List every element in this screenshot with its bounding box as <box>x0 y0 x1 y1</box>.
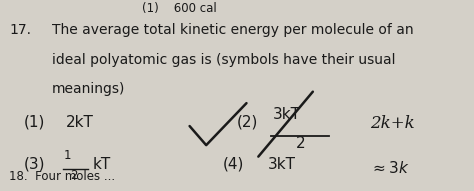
Text: meanings): meanings) <box>52 82 126 96</box>
Text: 3kT: 3kT <box>273 107 301 122</box>
Text: 2: 2 <box>70 169 77 182</box>
Text: (1): (1) <box>24 115 45 130</box>
Text: 18.  Four moles ...: 18. Four moles ... <box>9 170 116 183</box>
Text: 17.: 17. <box>9 23 31 37</box>
Text: 2kT: 2kT <box>66 115 94 130</box>
Text: (4): (4) <box>223 157 244 172</box>
Text: 1: 1 <box>64 149 72 162</box>
Text: The average total kinetic energy per molecule of an: The average total kinetic energy per mol… <box>52 23 414 37</box>
Text: (1)    600 cal: (1) 600 cal <box>142 2 217 15</box>
Text: $\approx 3k$: $\approx 3k$ <box>370 160 410 176</box>
Text: 3kT: 3kT <box>268 157 296 172</box>
Text: ideal polyatomic gas is (symbols have their usual: ideal polyatomic gas is (symbols have th… <box>52 53 396 67</box>
Text: 2: 2 <box>296 136 306 151</box>
Text: kT: kT <box>92 157 111 172</box>
Text: (3): (3) <box>24 157 45 172</box>
Text: 2k+k: 2k+k <box>370 115 414 132</box>
Text: (2): (2) <box>237 115 258 130</box>
